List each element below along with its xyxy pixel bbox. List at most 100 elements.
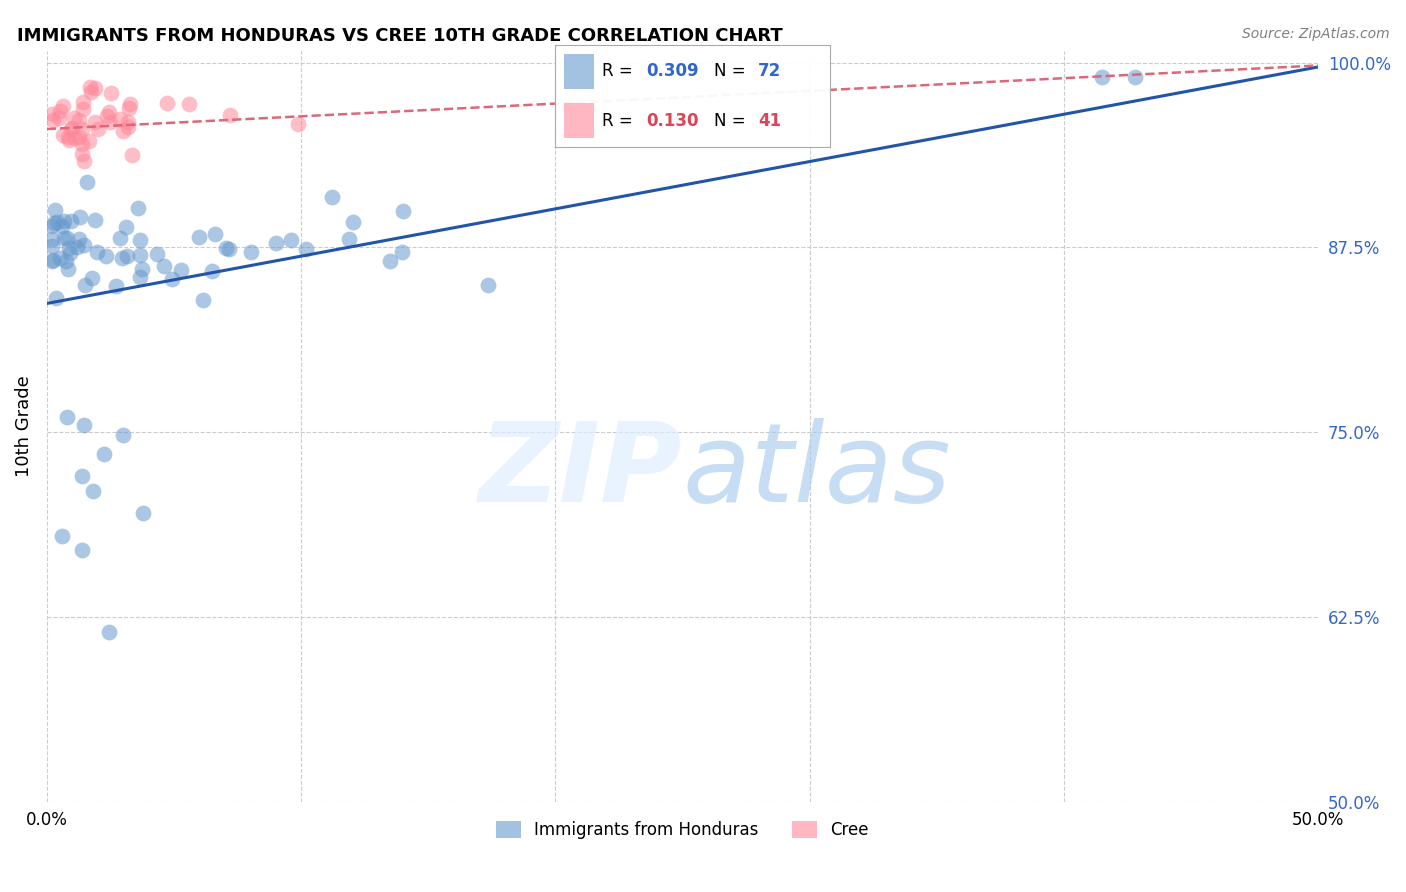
Point bbox=[70, 147, 93, 161]
Point bbox=[280, 233, 302, 247]
Point bbox=[41, 232, 63, 246]
Point bbox=[56, 410, 79, 425]
Text: ZIP: ZIP bbox=[479, 417, 682, 524]
Text: 41: 41 bbox=[758, 112, 782, 129]
Point bbox=[153, 259, 176, 273]
Point bbox=[321, 190, 343, 204]
Point bbox=[56, 261, 79, 276]
Point bbox=[392, 204, 415, 219]
Point bbox=[66, 240, 89, 254]
Point bbox=[287, 117, 309, 131]
Text: 72: 72 bbox=[758, 62, 782, 80]
Point bbox=[96, 109, 118, 123]
Point bbox=[84, 115, 107, 129]
Legend: Immigrants from Honduras, Cree: Immigrants from Honduras, Cree bbox=[489, 814, 876, 846]
Point bbox=[42, 216, 65, 230]
Text: IMMIGRANTS FROM HONDURAS VS CREE 10TH GRADE CORRELATION CHART: IMMIGRANTS FROM HONDURAS VS CREE 10TH GR… bbox=[17, 27, 783, 45]
Point bbox=[46, 214, 69, 228]
Point bbox=[98, 105, 121, 120]
Point bbox=[58, 241, 80, 255]
Point bbox=[48, 103, 70, 118]
Point bbox=[49, 251, 72, 265]
Point bbox=[342, 215, 364, 229]
Point bbox=[55, 253, 77, 268]
Point bbox=[67, 112, 90, 127]
Point bbox=[187, 229, 209, 244]
Point bbox=[42, 112, 65, 127]
Point bbox=[84, 80, 107, 95]
Point bbox=[41, 254, 63, 268]
Point bbox=[53, 214, 76, 228]
Point bbox=[70, 543, 93, 558]
Text: R =: R = bbox=[602, 112, 638, 129]
Point bbox=[219, 108, 242, 122]
Point bbox=[94, 249, 117, 263]
Point bbox=[73, 417, 96, 432]
Text: R =: R = bbox=[602, 62, 638, 80]
Point bbox=[117, 120, 139, 134]
Point bbox=[41, 107, 63, 121]
Point bbox=[118, 102, 141, 116]
Point bbox=[118, 96, 141, 111]
Text: 0.130: 0.130 bbox=[645, 112, 699, 129]
Point bbox=[73, 237, 96, 252]
Point bbox=[110, 252, 132, 266]
Text: atlas: atlas bbox=[682, 417, 952, 524]
Point bbox=[100, 86, 122, 100]
Point bbox=[156, 95, 179, 110]
Point bbox=[117, 249, 139, 263]
Point bbox=[51, 528, 73, 542]
Point bbox=[105, 279, 128, 293]
Point bbox=[76, 175, 98, 189]
Point bbox=[131, 261, 153, 276]
Point bbox=[218, 242, 240, 256]
Point bbox=[58, 246, 80, 260]
Point bbox=[240, 245, 263, 260]
Point bbox=[69, 210, 91, 224]
Point bbox=[42, 253, 65, 268]
Point bbox=[45, 291, 67, 305]
Point bbox=[477, 277, 499, 292]
Point bbox=[62, 111, 84, 125]
Point bbox=[86, 245, 108, 260]
Point bbox=[72, 153, 94, 168]
Point bbox=[65, 130, 87, 145]
Point bbox=[70, 136, 93, 151]
Point bbox=[72, 102, 94, 116]
Point bbox=[193, 293, 215, 307]
Point bbox=[60, 121, 83, 136]
Point bbox=[204, 227, 226, 241]
Point bbox=[170, 262, 193, 277]
Point bbox=[73, 277, 96, 292]
Point bbox=[52, 99, 75, 113]
Point bbox=[80, 85, 103, 99]
Point bbox=[378, 254, 401, 268]
Point bbox=[67, 232, 90, 246]
Point bbox=[41, 238, 63, 252]
Point bbox=[59, 121, 82, 136]
Point bbox=[1123, 70, 1146, 85]
Point bbox=[52, 128, 75, 143]
Text: Source: ZipAtlas.com: Source: ZipAtlas.com bbox=[1241, 27, 1389, 41]
Point bbox=[70, 121, 93, 136]
Point bbox=[179, 97, 201, 112]
Point bbox=[83, 212, 105, 227]
Bar bbox=[564, 103, 593, 138]
Point bbox=[98, 115, 121, 129]
Point bbox=[87, 121, 110, 136]
Point bbox=[201, 264, 224, 278]
Point bbox=[48, 111, 70, 125]
Point bbox=[53, 231, 76, 245]
Point bbox=[110, 112, 132, 126]
Point bbox=[70, 469, 93, 483]
Point bbox=[82, 484, 104, 499]
Text: 0.309: 0.309 bbox=[645, 62, 699, 80]
Point bbox=[128, 248, 150, 262]
Point bbox=[110, 231, 132, 245]
Point bbox=[41, 219, 63, 233]
Point bbox=[67, 130, 90, 145]
Point bbox=[121, 148, 143, 162]
Point bbox=[56, 230, 79, 244]
Y-axis label: 10th Grade: 10th Grade bbox=[15, 376, 32, 477]
Point bbox=[1091, 70, 1114, 85]
